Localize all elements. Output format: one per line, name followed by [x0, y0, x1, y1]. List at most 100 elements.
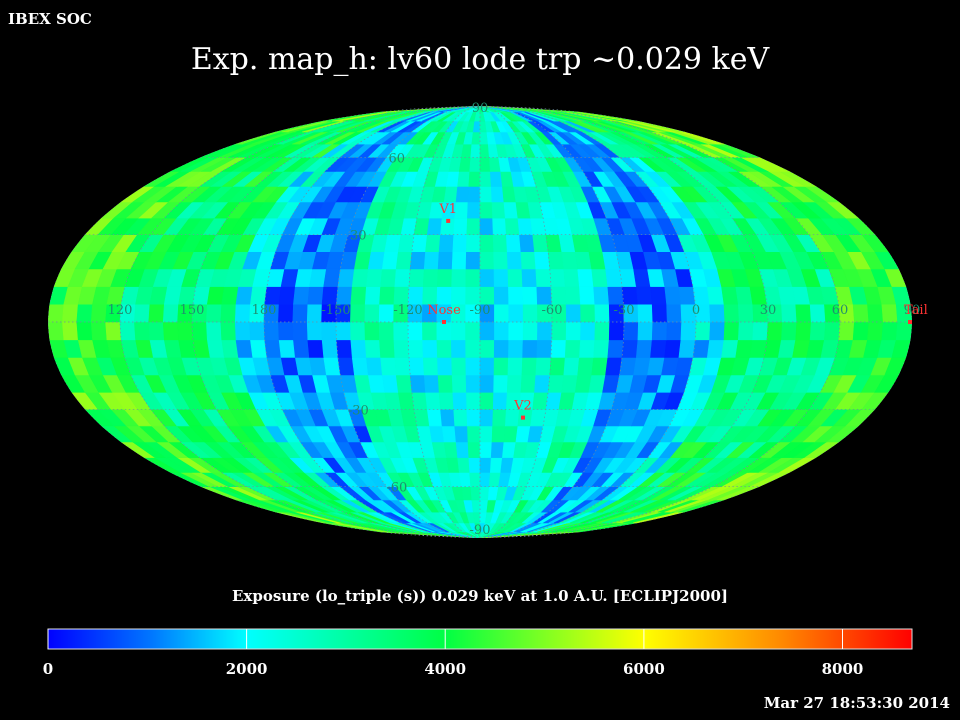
longitude-line	[335, 106, 481, 538]
map-cell	[522, 286, 538, 305]
map-cell	[479, 408, 494, 427]
map-cell	[635, 339, 653, 358]
map-cell	[723, 303, 740, 323]
map-cell	[472, 511, 481, 524]
map-cell	[867, 303, 884, 323]
longitude-label: -30	[614, 303, 635, 318]
header-label: IBEX SOC	[8, 10, 92, 28]
map-cell	[621, 339, 639, 358]
map-cell	[467, 201, 481, 219]
map-cell	[467, 441, 481, 458]
map-cell	[479, 425, 493, 443]
latitude-label: -60	[386, 481, 407, 496]
map-cell	[293, 286, 310, 305]
map-cell	[650, 339, 667, 358]
map-cell	[221, 286, 239, 305]
map-cell	[493, 286, 510, 305]
map-cell	[366, 357, 383, 376]
map-cell	[364, 286, 381, 305]
map-cell	[191, 321, 208, 341]
marker-label: Nose	[427, 303, 461, 318]
map-cell	[249, 321, 266, 341]
map-cell	[220, 303, 237, 323]
longitude-label: 120	[108, 303, 133, 318]
map-cell	[494, 321, 510, 341]
map-cell	[852, 321, 870, 341]
map-cell	[479, 357, 495, 376]
map-cell	[692, 339, 710, 358]
map-cell	[321, 339, 339, 358]
map-cell	[321, 321, 337, 341]
marker-label: V1	[438, 202, 457, 217]
timestamp: Mar 27 18:53:30 2014	[763, 694, 950, 712]
map-cell	[206, 339, 225, 358]
map-cell	[465, 374, 481, 393]
map-cell	[235, 286, 254, 305]
map-cell	[393, 339, 410, 358]
map-cell	[580, 303, 596, 323]
map-cell	[443, 441, 458, 458]
map-cell	[457, 457, 471, 473]
map-cell	[752, 321, 769, 341]
map-cell	[466, 391, 481, 410]
map-cell	[507, 268, 523, 287]
map-cell	[550, 339, 567, 358]
map-cell	[536, 339, 553, 358]
map-cell	[422, 321, 438, 341]
map-cell	[621, 286, 639, 305]
map-cell	[76, 321, 93, 341]
map-cell	[479, 321, 495, 341]
map-cell	[278, 303, 294, 323]
map-cell	[206, 286, 225, 305]
map-cell	[709, 321, 726, 341]
map-cell	[234, 321, 251, 341]
map-cell	[508, 321, 524, 341]
map-cell	[479, 157, 491, 172]
map-cell	[521, 268, 538, 287]
map-cell	[561, 251, 579, 270]
map-cell	[520, 251, 537, 270]
map-cell	[521, 357, 538, 376]
map-cell	[307, 339, 325, 358]
map-cell	[465, 321, 481, 341]
map-cell	[766, 321, 783, 341]
map-cell	[479, 268, 495, 287]
map-cell	[503, 425, 519, 443]
map-cell	[564, 286, 581, 305]
map-cell	[446, 457, 460, 473]
colorbar-tick-label: 8000	[821, 660, 864, 678]
map-cell	[441, 425, 457, 443]
map-cell	[455, 186, 470, 203]
map-cell	[423, 374, 440, 393]
map-cell	[350, 303, 366, 323]
map-cell	[824, 321, 841, 341]
map-cell	[593, 339, 610, 358]
map-cell	[489, 457, 503, 473]
map-cell	[623, 321, 639, 341]
map-cell	[508, 303, 524, 323]
map-cell	[278, 286, 296, 305]
map-cell	[250, 286, 268, 305]
map-cell	[721, 339, 739, 358]
map-cell	[438, 391, 455, 410]
map-cell	[162, 303, 179, 323]
map-cell	[565, 321, 582, 341]
longitude-label: 150	[180, 303, 205, 318]
map-cell	[423, 251, 440, 270]
map-cell	[666, 303, 682, 323]
map-cell	[206, 321, 223, 341]
map-cell	[881, 321, 898, 341]
map-cell	[550, 286, 567, 305]
map-cell	[381, 374, 399, 393]
map-cell	[506, 251, 523, 270]
map-cell	[472, 120, 481, 133]
map-cell	[234, 303, 251, 323]
map-cell	[422, 286, 438, 305]
map-cell	[549, 268, 566, 287]
map-cell	[651, 321, 668, 341]
marker-label: Tail	[904, 303, 928, 318]
map-cell	[493, 374, 509, 393]
map-cell	[452, 391, 468, 410]
map-cell	[490, 441, 505, 458]
map-cell	[479, 171, 492, 187]
